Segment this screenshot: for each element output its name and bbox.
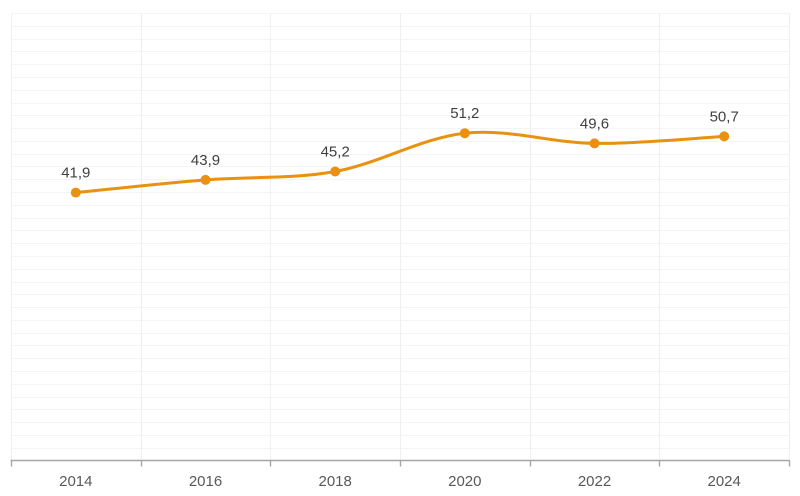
data-point-marker (200, 174, 211, 185)
data-label: 43,9 (191, 152, 220, 169)
data-point-marker (459, 128, 470, 139)
data-point-marker (589, 138, 600, 149)
data-label: 41,9 (61, 165, 90, 182)
data-labels: 41,9 43,9 45,2 51,2 49,6 50,7 (61, 105, 739, 181)
x-axis-label: 2018 (319, 473, 352, 490)
x-axis-label: 2014 (59, 473, 92, 490)
data-label: 51,2 (450, 105, 479, 122)
data-point-marker (330, 166, 341, 177)
x-axis-label: 2016 (189, 473, 222, 490)
x-axis-label: 2020 (448, 473, 481, 490)
x-axis-label: 2022 (578, 473, 611, 490)
vertical-gridlines (11, 13, 790, 461)
data-label: 45,2 (321, 144, 350, 161)
data-point-marker (70, 187, 81, 198)
data-point-marker (719, 131, 730, 142)
series-line-group (74, 130, 726, 195)
x-axis-labels: 2014 2016 2018 2020 2022 2024 (59, 473, 741, 490)
data-label: 49,6 (580, 115, 609, 132)
data-label: 50,7 (710, 108, 739, 125)
x-axis-label: 2024 (708, 473, 741, 490)
x-axis (10, 459, 791, 467)
data-point-markers (70, 128, 730, 198)
series-line (74, 130, 726, 195)
